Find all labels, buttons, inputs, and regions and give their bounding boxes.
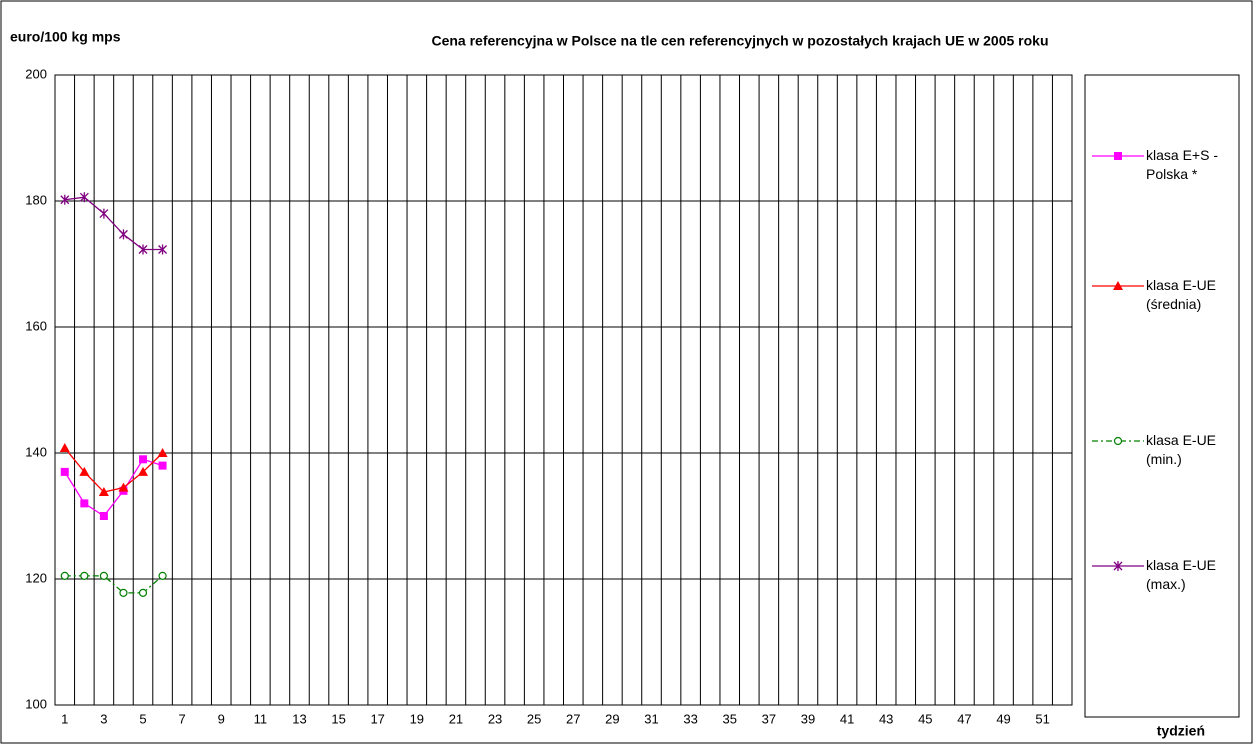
marker [158, 571, 167, 580]
x-tick-label: 41 [840, 711, 854, 726]
x-tick-label: 27 [566, 711, 580, 726]
x-tick-label: 37 [762, 711, 776, 726]
marker [80, 571, 89, 580]
x-tick-label: 9 [218, 711, 225, 726]
x-tick-label: 19 [410, 711, 424, 726]
marker [118, 482, 129, 492]
legend-item: klasa E-UE (max.) [1090, 556, 1240, 594]
marker [158, 461, 167, 470]
legend-swatch [1092, 152, 1144, 160]
marker [79, 192, 89, 203]
y-axis-label: euro/100 kg mps [10, 29, 121, 45]
legend-swatch [1092, 281, 1144, 290]
marker [1113, 561, 1123, 571]
chart-title: Cena referencyjna w Polsce na tle cen re… [431, 33, 1048, 49]
legend-label: klasa E-UE (min.) [1146, 432, 1217, 467]
marker [60, 194, 70, 205]
x-tick-label: 3 [100, 711, 107, 726]
x-tick-label: 39 [801, 711, 815, 726]
marker [59, 442, 70, 452]
x-tick-label: 13 [292, 711, 306, 726]
legend-item: klasa E-UE (średnia) [1090, 276, 1240, 314]
series-line [64, 196, 163, 251]
marker [99, 208, 109, 219]
legend-box [1084, 74, 1240, 718]
y-tick-label: 200 [25, 66, 47, 81]
marker [1113, 436, 1123, 446]
marker [79, 466, 90, 476]
marker [60, 467, 69, 476]
x-tick-label: 29 [605, 711, 619, 726]
series-line [64, 447, 164, 493]
marker [118, 229, 128, 240]
x-tick-label: 47 [957, 711, 971, 726]
marker [80, 499, 89, 508]
marker [1113, 281, 1123, 290]
x-tick-label: 45 [918, 711, 932, 726]
y-tick-label: 160 [25, 318, 47, 333]
marker [157, 448, 168, 457]
x-tick-label: 43 [879, 711, 893, 726]
marker [99, 571, 108, 580]
x-tick-label: 21 [449, 711, 463, 726]
marker [138, 244, 148, 255]
x-tick-label: 35 [723, 711, 737, 726]
x-tick-label: 5 [139, 711, 146, 726]
legend-item: klasa E+S - Polska * [1090, 146, 1240, 184]
x-tick-label: 33 [683, 711, 697, 726]
legend-label: klasa E+S - Polska * [1146, 147, 1218, 182]
marker [98, 487, 109, 497]
x-axis-label: tydzień [1157, 723, 1205, 739]
marker [139, 455, 148, 464]
legend-label: klasa E-UE (średnia) [1146, 277, 1217, 312]
marker [60, 571, 69, 580]
x-tick-label: 31 [644, 711, 658, 726]
legend-swatch [1092, 436, 1144, 446]
x-tick-label: 7 [179, 711, 186, 726]
x-tick-label: 15 [331, 711, 345, 726]
marker [99, 512, 108, 520]
x-tick-label: 49 [996, 711, 1010, 726]
x-tick-label: 11 [254, 711, 268, 726]
legend-label: klasa E-UE (max.) [1146, 557, 1217, 592]
marker [138, 588, 148, 597]
y-tick-label: 180 [25, 192, 47, 207]
y-tick-label: 140 [25, 444, 47, 459]
plot-border [54, 74, 1073, 706]
legend-swatch [1092, 561, 1144, 571]
marker [158, 244, 168, 255]
marker [1114, 152, 1122, 160]
x-tick-label: 17 [370, 711, 384, 726]
x-tick-label: 23 [488, 711, 502, 726]
marker [119, 588, 128, 597]
y-tick-label: 100 [25, 696, 47, 711]
x-tick-label: 51 [1035, 711, 1049, 726]
y-tick-label: 120 [25, 570, 47, 585]
x-tick-label: 1 [61, 711, 68, 726]
x-tick-label: 25 [527, 711, 541, 726]
legend-item: klasa E-UE (min.) [1090, 431, 1240, 469]
marker [138, 466, 149, 476]
